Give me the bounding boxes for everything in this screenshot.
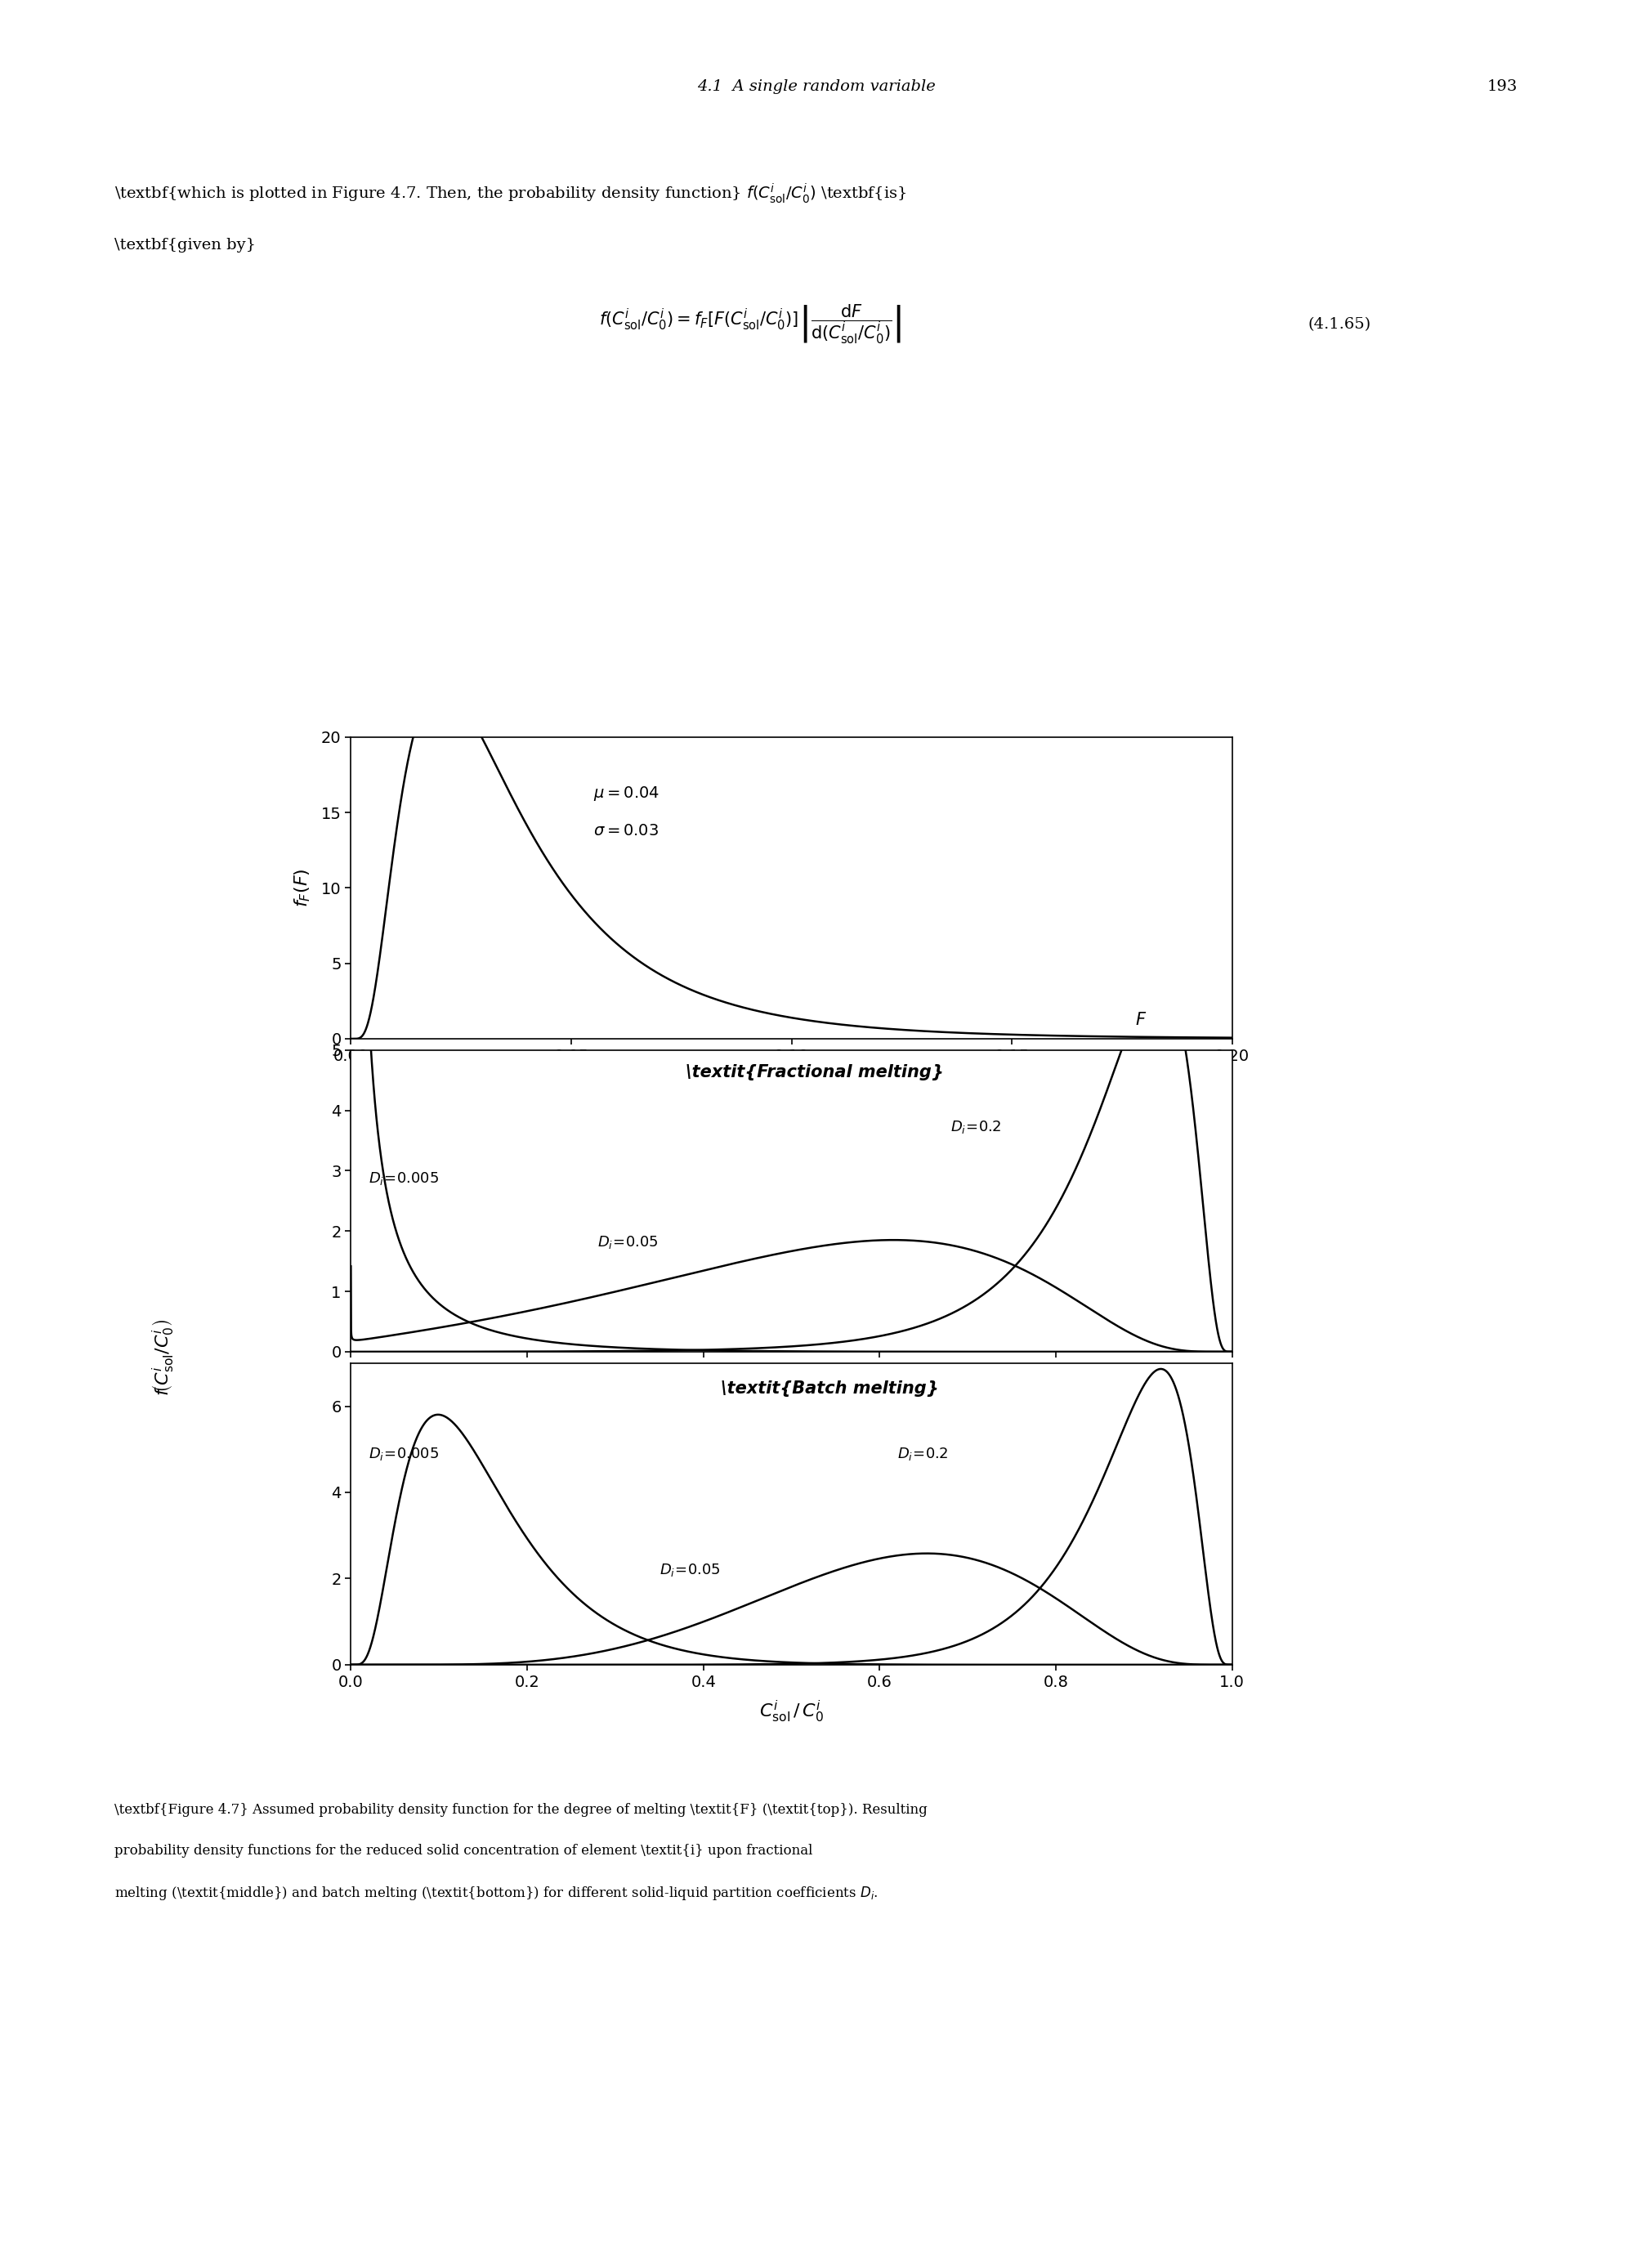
X-axis label: $C^i_{\mathrm{sol}}\,/\,C^i_0$: $C^i_{\mathrm{sol}}\,/\,C^i_0$ <box>759 1699 824 1724</box>
Text: $D_i\!=\!0.005$: $D_i\!=\!0.005$ <box>369 1170 439 1186</box>
Text: $f(C_{\mathrm{sol}}^i/C_0^i) = f_F[F(C_{\mathrm{sol}}^i/C_0^i)]\left|\dfrac{\mat: $f(C_{\mathrm{sol}}^i/C_0^i) = f_F[F(C_{… <box>599 304 902 345</box>
Text: \textbf{Figure 4.7} Assumed probability density function for the degree of melti: \textbf{Figure 4.7} Assumed probability … <box>114 1803 927 1817</box>
Text: $D_i\!=\!0.05$: $D_i\!=\!0.05$ <box>659 1563 720 1579</box>
Text: $D_i\!=\!0.2$: $D_i\!=\!0.2$ <box>950 1120 1000 1136</box>
Text: 193: 193 <box>1487 79 1518 93</box>
Text: $F$: $F$ <box>1136 1012 1147 1027</box>
Text: melting (\textit{middle}) and batch melting (\textit{bottom}) for different soli: melting (\textit{middle}) and batch melt… <box>114 1885 878 1903</box>
Text: $\sigma = 0.03$: $\sigma = 0.03$ <box>592 823 659 839</box>
Text: \textbf{given by}: \textbf{given by} <box>114 238 256 252</box>
Text: \textit{Fractional melting}: \textit{Fractional melting} <box>685 1064 943 1080</box>
Text: (4.1.65): (4.1.65) <box>1307 318 1371 331</box>
Text: \textit{Batch melting}: \textit{Batch melting} <box>721 1381 938 1397</box>
Text: $D_i\!=\!0.05$: $D_i\!=\!0.05$ <box>597 1234 659 1250</box>
Text: $D_i\!=\!0.2$: $D_i\!=\!0.2$ <box>898 1445 948 1463</box>
Text: \textbf{which is plotted in Figure 4.7. Then, the probability density function} : \textbf{which is plotted in Figure 4.7. … <box>114 181 906 204</box>
Text: 4.1  A single random variable: 4.1 A single random variable <box>697 79 935 93</box>
Text: $\mu = 0.04$: $\mu = 0.04$ <box>592 785 659 803</box>
Text: $D_i\!=\!0.005$: $D_i\!=\!0.005$ <box>369 1445 439 1463</box>
Y-axis label: $f_F(F)$: $f_F(F)$ <box>292 869 312 907</box>
Text: probability density functions for the reduced solid concentration of element \te: probability density functions for the re… <box>114 1844 813 1857</box>
Text: $f\!\left(C^i_{\mathrm{sol}}/C^i_0\right)$: $f\!\left(C^i_{\mathrm{sol}}/C^i_0\right… <box>150 1320 176 1395</box>
